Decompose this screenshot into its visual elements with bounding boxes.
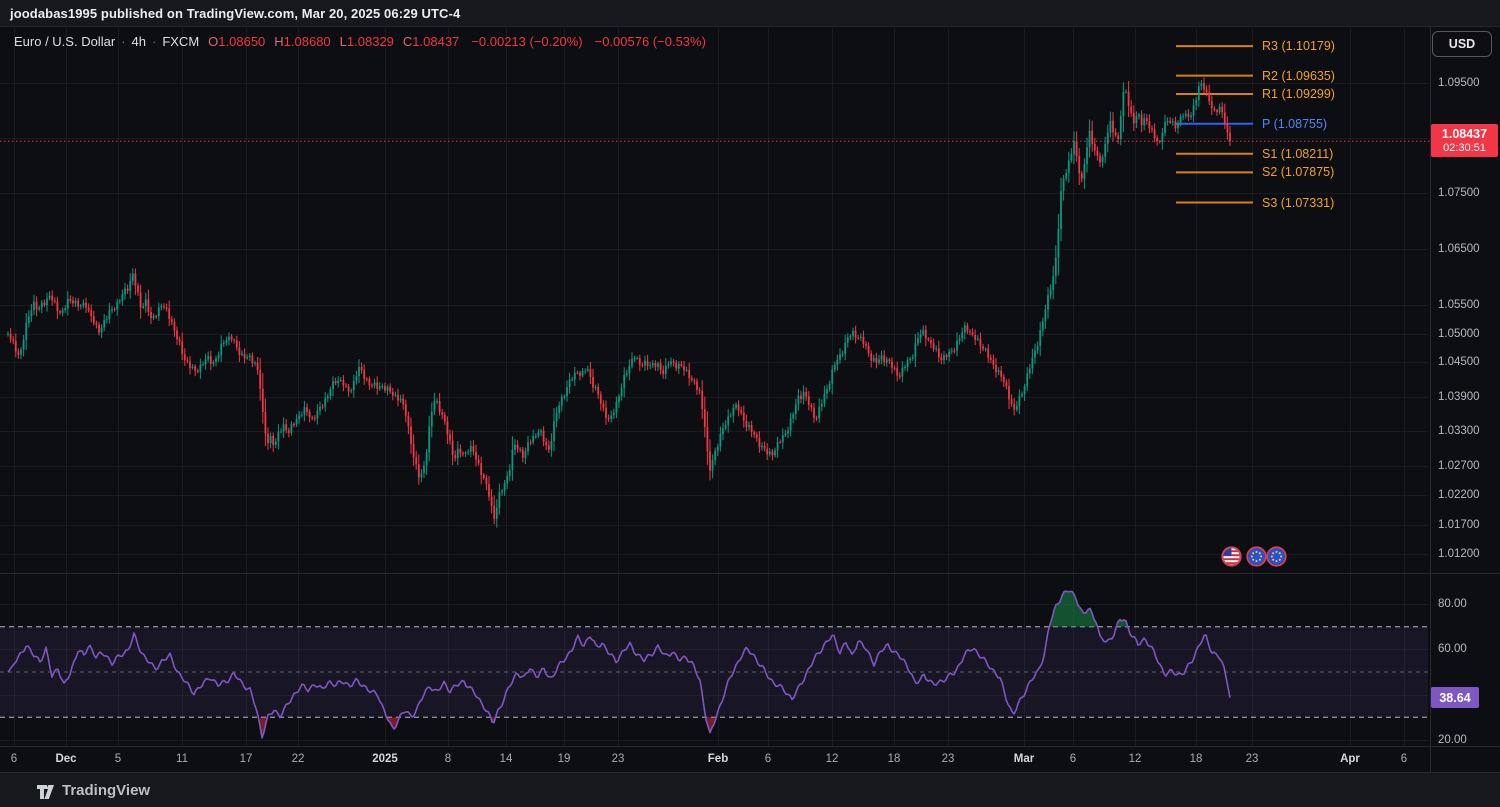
ohlc-h: H1.08680 [274,34,331,49]
publish-info-text: joodabas1995 published on TradingView.co… [10,5,461,21]
legend-separator: · [121,34,126,49]
ohlc-o: O1.08650 [208,34,266,49]
exchange-label: FXCM [162,34,200,49]
change-value: −0.00213 (−0.20%) [471,34,583,49]
interval-label[interactable]: 4h [131,34,146,49]
ohlc-l: L1.08329 [339,34,394,49]
publish-info-bar: joodabas1995 published on TradingView.co… [0,0,1500,27]
ohlc-c: C1.08437 [402,34,460,49]
symbol-title[interactable]: Euro / U.S. Dollar [14,34,116,49]
legend-separator: · [151,34,157,49]
tradingview-logo-text[interactable]: TradingView [62,781,151,799]
tradingview-footer: TradingView [0,772,1500,807]
change-value: −0.00576 (−0.53%) [594,34,706,49]
tradingview-logo-icon[interactable] [36,781,55,800]
symbol-legend: Euro / U.S. Dollar · 4h · FXCM O1.08650 H1.086… [14,34,706,49]
currency-unit-button[interactable]: USD [1432,31,1492,57]
